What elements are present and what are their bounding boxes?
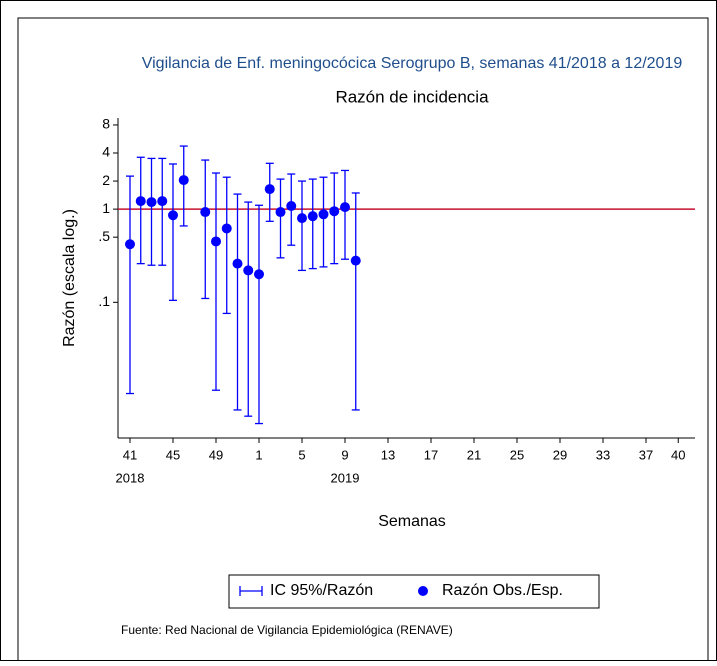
x-tick-label: 29 bbox=[553, 447, 567, 462]
y-tick-label: 1 bbox=[102, 200, 110, 216]
error-bar bbox=[276, 178, 285, 259]
point bbox=[243, 265, 254, 276]
x-tick-label: 5 bbox=[298, 447, 305, 462]
x-tick-label: 37 bbox=[639, 447, 653, 462]
x-tick-label: 13 bbox=[381, 447, 395, 462]
error-bar bbox=[233, 193, 242, 411]
point bbox=[318, 209, 329, 220]
y-tick-label: 4 bbox=[102, 144, 110, 160]
inner-frame bbox=[17, 17, 709, 666]
point bbox=[275, 207, 286, 218]
legend-label: IC 95%/Razón bbox=[270, 582, 373, 599]
error-bar bbox=[179, 145, 188, 227]
legend-symbol bbox=[418, 586, 428, 596]
x-tick-label: 33 bbox=[596, 447, 610, 462]
error-bar bbox=[298, 180, 306, 272]
error-bar bbox=[244, 201, 253, 417]
error-bar bbox=[255, 204, 263, 425]
x-tick-label: 40 bbox=[671, 447, 685, 462]
point bbox=[350, 255, 361, 266]
y-tick-label: .1 bbox=[98, 293, 110, 309]
x-tick-label: 21 bbox=[467, 447, 481, 462]
error-bar bbox=[201, 159, 210, 300]
error-bar bbox=[222, 176, 231, 315]
legend-box bbox=[228, 574, 600, 609]
point bbox=[307, 211, 318, 222]
legend-label: Razón Obs./Esp. bbox=[442, 582, 563, 599]
x-axis-label: Semanas bbox=[378, 513, 446, 530]
chart-subtitle: Razón de incidencia bbox=[335, 87, 489, 106]
y-axis-label: Razón (escala log.) bbox=[61, 209, 78, 347]
point bbox=[146, 197, 157, 208]
point bbox=[135, 196, 146, 207]
x-year-label: 2019 bbox=[331, 470, 360, 485]
point bbox=[286, 201, 297, 212]
error-bar bbox=[126, 175, 134, 395]
point bbox=[157, 196, 168, 207]
point bbox=[232, 258, 243, 269]
error-bar bbox=[169, 163, 177, 301]
error-bar bbox=[158, 157, 167, 266]
error-bar bbox=[136, 156, 145, 265]
x-tick-label: 17 bbox=[424, 447, 438, 462]
error-bar bbox=[330, 172, 339, 265]
point bbox=[254, 269, 264, 280]
chart-title: Vigilancia de Enf. meningocócica Serogru… bbox=[142, 55, 683, 72]
point bbox=[168, 210, 178, 221]
y-tick-label: .5 bbox=[98, 228, 110, 244]
x-tick-label: 25 bbox=[510, 447, 524, 462]
point bbox=[200, 207, 211, 218]
point bbox=[221, 223, 232, 234]
point bbox=[211, 236, 221, 247]
error-bar bbox=[308, 178, 317, 270]
error-bar bbox=[147, 157, 156, 266]
point bbox=[178, 175, 189, 186]
error-bar bbox=[212, 172, 220, 391]
x-tick-label: 41 bbox=[123, 447, 137, 462]
error-bar bbox=[341, 169, 349, 260]
y-tick-label: 8 bbox=[102, 116, 110, 132]
error-bar bbox=[351, 192, 360, 411]
y-tick-label: 2 bbox=[102, 172, 110, 188]
point bbox=[297, 213, 307, 224]
x-tick-label: 45 bbox=[166, 447, 180, 462]
point bbox=[329, 206, 340, 217]
error-bar bbox=[319, 176, 328, 268]
x-tick-label: 1 bbox=[255, 447, 262, 462]
point bbox=[340, 202, 350, 213]
source-note: Fuente: Red Nacional de Vigilancia Epide… bbox=[121, 623, 453, 637]
x-tick-label: 9 bbox=[341, 447, 348, 462]
point bbox=[125, 239, 135, 250]
x-year-label: 2018 bbox=[116, 470, 145, 485]
point bbox=[264, 184, 275, 195]
x-tick-label: 49 bbox=[209, 447, 223, 462]
